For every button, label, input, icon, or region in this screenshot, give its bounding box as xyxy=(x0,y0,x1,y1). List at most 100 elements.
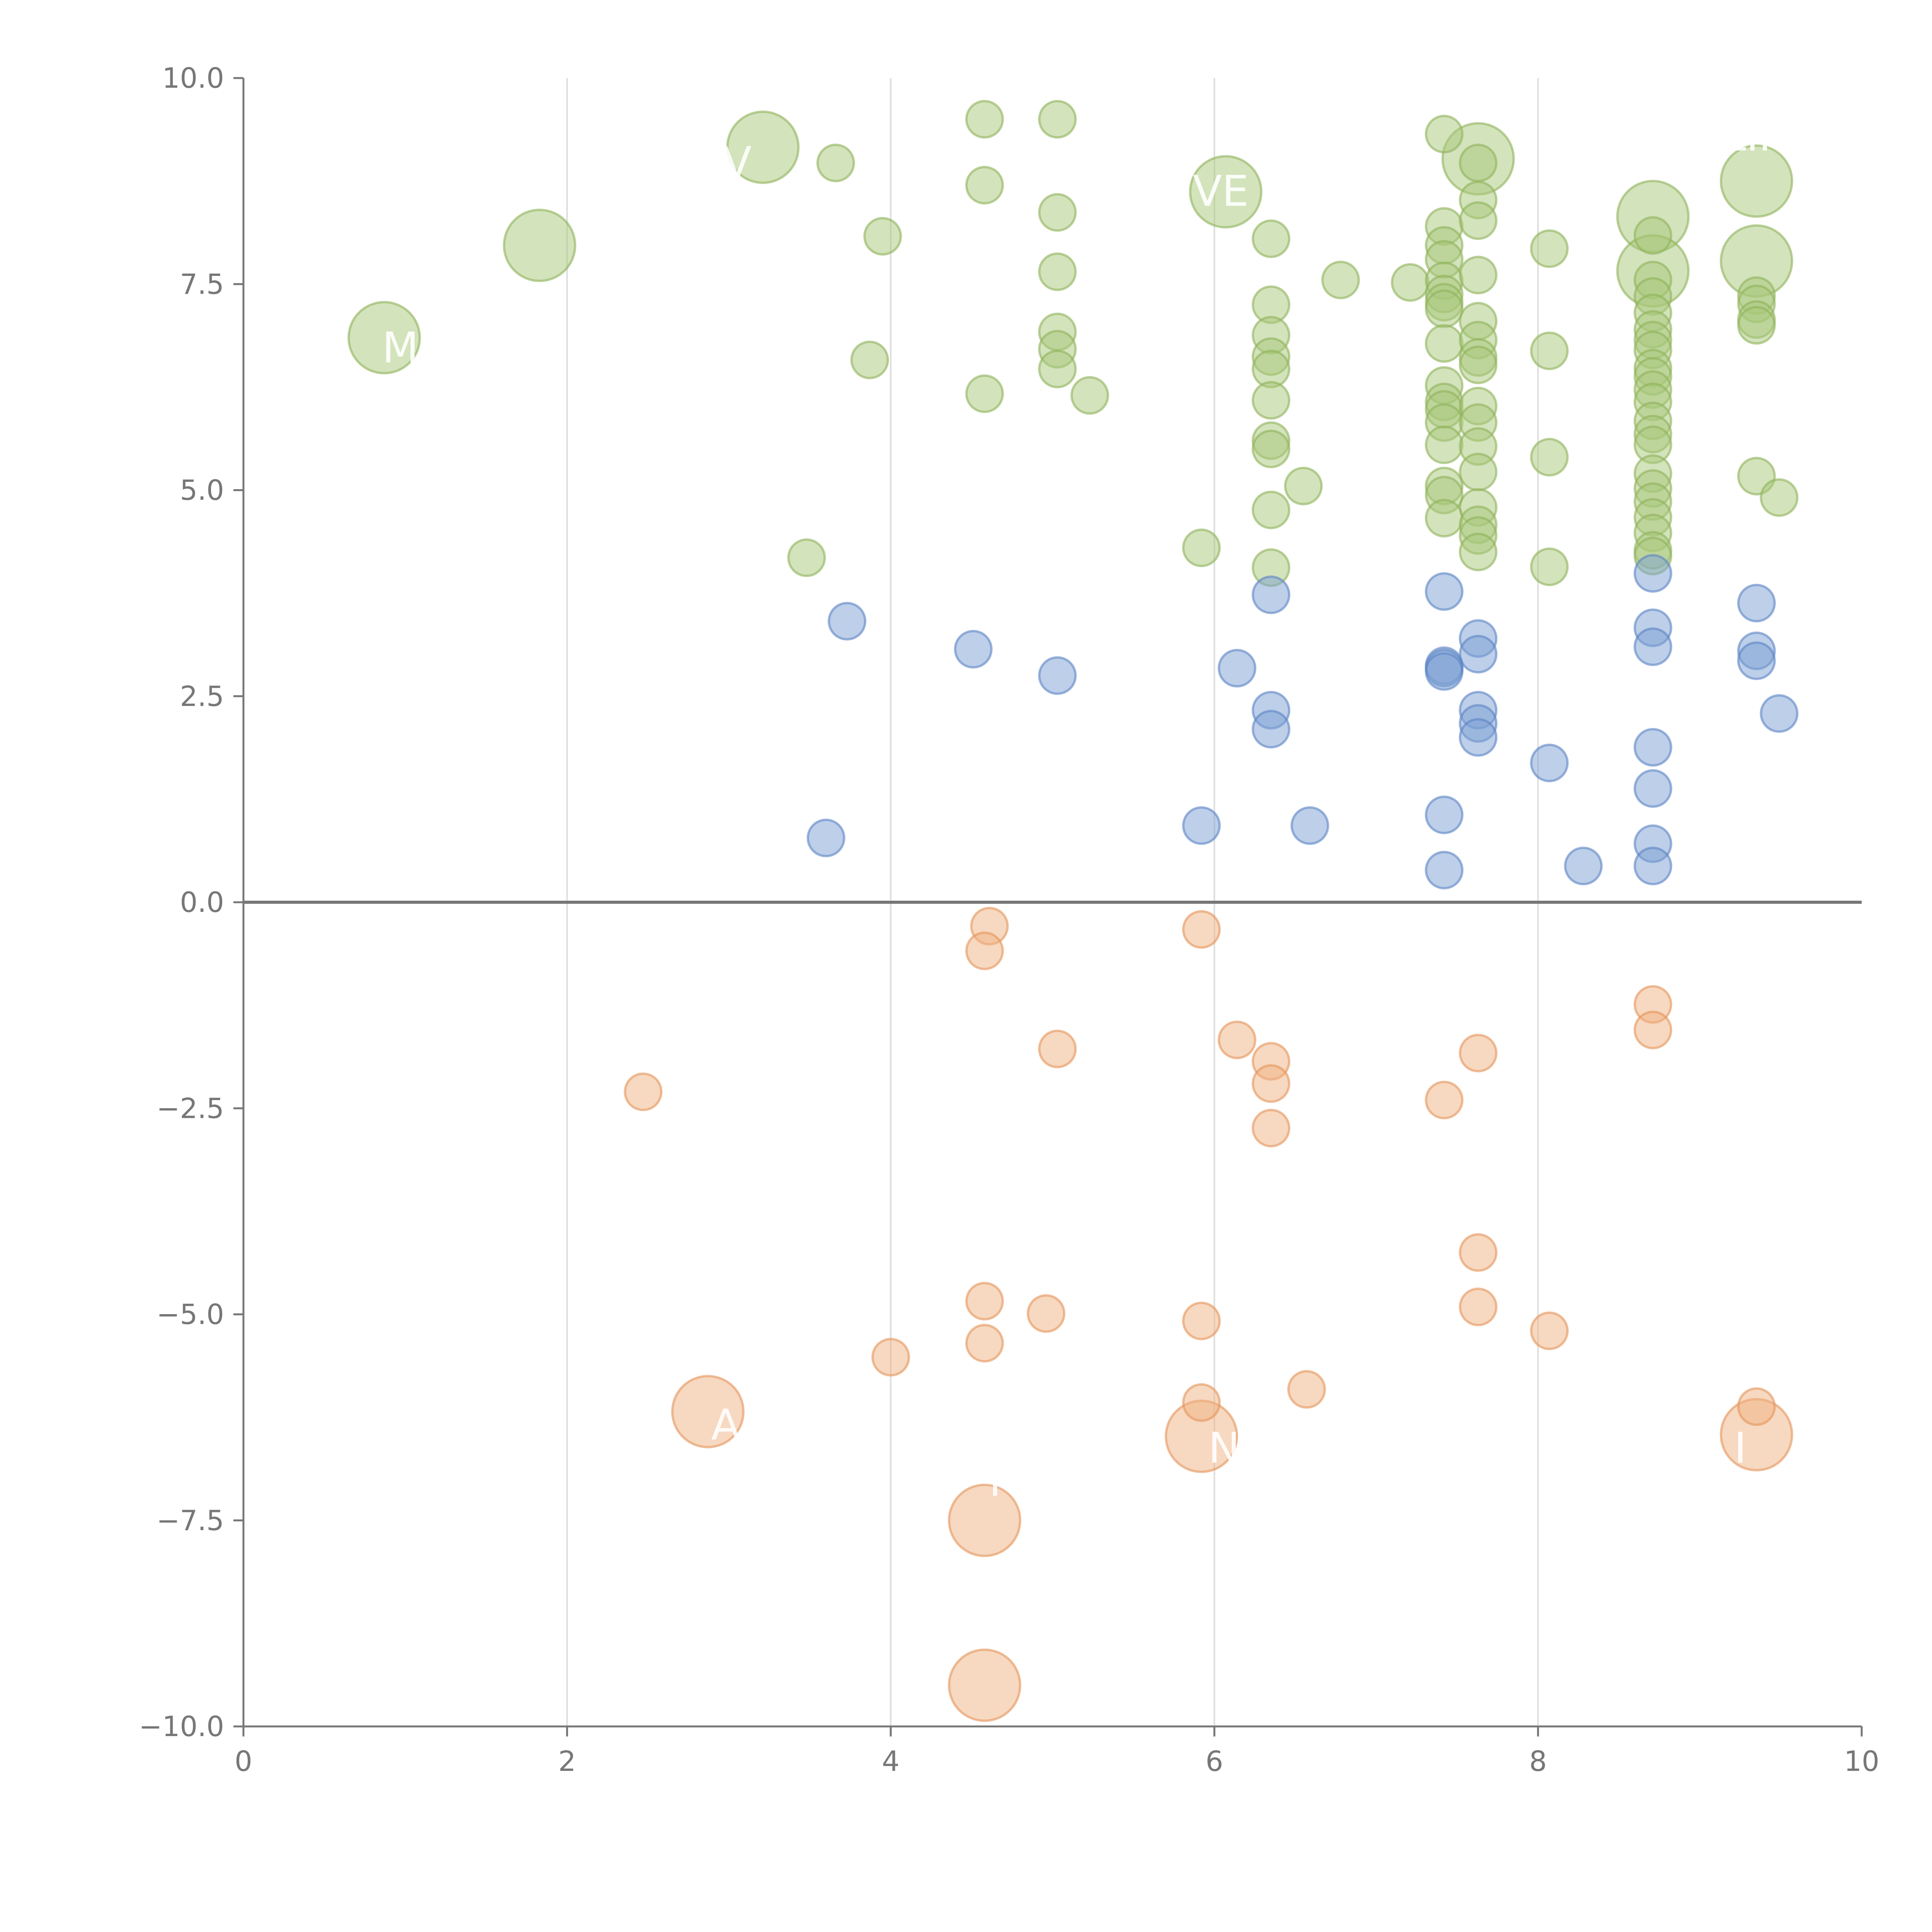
mid-bubble xyxy=(1425,795,1464,834)
low-bubble xyxy=(948,1483,1022,1557)
bubble-annotation: V xyxy=(723,138,752,187)
y-tick-label: 5.0 xyxy=(180,474,224,507)
high-bubble xyxy=(1038,193,1077,232)
y-tick-label: 2.5 xyxy=(180,680,224,713)
x-tick-label: 10 xyxy=(1844,1745,1879,1777)
high-bubble xyxy=(1719,144,1793,218)
high-bubble xyxy=(1038,100,1077,139)
mid-bubble xyxy=(1252,575,1291,614)
low-bubble xyxy=(1252,1109,1291,1148)
mid-bubble xyxy=(1252,710,1291,749)
label-layer: M “ V VE LIN A M ‘ N I xyxy=(382,111,1791,1658)
y-tick-label: 7.5 xyxy=(180,268,224,300)
low-bubble xyxy=(1459,1233,1498,1272)
low-bubble xyxy=(671,1375,745,1449)
mid-bubble xyxy=(1737,641,1776,680)
x-tick-label: 8 xyxy=(1529,1745,1547,1777)
high-bubble xyxy=(1182,528,1221,567)
mid-bubble xyxy=(1760,694,1799,733)
high-bubble xyxy=(1425,289,1464,328)
mid-bubble xyxy=(1737,583,1776,622)
high-bubble xyxy=(1391,263,1430,302)
low-bubble xyxy=(1459,1287,1498,1327)
mid-bubble xyxy=(1425,850,1464,889)
x-tick-label: 2 xyxy=(558,1745,576,1777)
high-bubble xyxy=(1070,376,1109,415)
high-bubble xyxy=(850,340,889,379)
mid-bubble xyxy=(1038,656,1077,695)
high-bubble xyxy=(1737,306,1776,345)
high-bubble xyxy=(1425,324,1464,363)
low-bubble xyxy=(624,1072,663,1111)
high-bubble xyxy=(1284,466,1323,505)
low-bubble xyxy=(1737,1387,1776,1426)
mid-bubble xyxy=(1218,649,1257,688)
high-bubble xyxy=(1189,155,1263,229)
mid-bubble xyxy=(1564,847,1603,886)
y-tick-label: 10.0 xyxy=(162,62,224,94)
low-bubble xyxy=(965,1324,1004,1363)
high-bubble xyxy=(816,143,855,182)
low-bubble xyxy=(965,1282,1004,1321)
low-bubble xyxy=(1038,1029,1077,1068)
high-bubble xyxy=(1530,332,1569,371)
high-bubble xyxy=(1530,229,1569,268)
high-bubble xyxy=(863,217,902,256)
mid-bubble xyxy=(1425,652,1464,691)
bubble-annotation: LIN xyxy=(1723,111,1791,161)
high-bubble xyxy=(787,538,826,577)
mid-bubble xyxy=(1290,806,1329,845)
low-bubble xyxy=(1425,1080,1464,1119)
mid-bubble xyxy=(1633,769,1672,808)
y-tick-label: −2.5 xyxy=(156,1092,224,1124)
low-bubble xyxy=(1459,1034,1498,1073)
x-tick-label: 6 xyxy=(1206,1745,1223,1777)
bubble-annotation: A xyxy=(711,1400,740,1450)
bubble-annotation: ‘ xyxy=(1000,1609,1014,1658)
mid-bubble xyxy=(1530,743,1569,782)
mid-bubble xyxy=(1459,718,1498,757)
high-bubble xyxy=(965,100,1004,139)
low-bubble xyxy=(965,931,1004,970)
high-bubble xyxy=(1459,255,1498,294)
bubble-annotation: M xyxy=(382,323,419,372)
y-tick-label: −7.5 xyxy=(156,1504,224,1537)
y-tick-label: 0.0 xyxy=(180,886,224,918)
low-bubble xyxy=(948,1648,1022,1722)
low-bubble xyxy=(1252,1064,1291,1103)
low-bubble xyxy=(1218,1020,1257,1060)
axis-layer: −10.0 −7.5 −5.0 −2.5 0.0 2.5 5.0 7.5 10.0 0 2 4 6 8 10 xyxy=(139,62,1879,1777)
bubble-annotation: M xyxy=(989,1456,1026,1506)
high-bubble xyxy=(1252,429,1291,468)
high-bubble xyxy=(1252,219,1291,258)
high-bubble xyxy=(965,166,1004,205)
bubble-annotation: N xyxy=(1208,1423,1240,1473)
high-bubble xyxy=(1252,381,1291,420)
low-bubble xyxy=(1530,1311,1569,1350)
data-layer xyxy=(347,100,1799,1722)
mid-bubble xyxy=(1425,572,1464,611)
mid-bubble xyxy=(954,630,993,669)
high-bubble xyxy=(1459,452,1498,492)
high-bubble xyxy=(1459,143,1498,182)
high-bubble xyxy=(1760,478,1799,517)
high-bubble xyxy=(1038,252,1077,291)
mid-bubble xyxy=(1633,554,1672,593)
high-bubble xyxy=(965,374,1004,413)
bubble-annotation: I xyxy=(1734,1423,1747,1473)
high-bubble xyxy=(1038,349,1077,388)
low-bubble xyxy=(1633,1010,1672,1049)
low-bubble xyxy=(1182,1383,1221,1422)
high-bubble xyxy=(1459,201,1498,240)
high-bubble xyxy=(726,111,800,184)
low-bubble xyxy=(1287,1370,1326,1409)
mid-bubble xyxy=(1633,627,1672,666)
high-bubble xyxy=(1425,499,1464,538)
high-bubble xyxy=(1459,345,1498,384)
high-bubble xyxy=(1530,438,1569,477)
high-bubble xyxy=(1530,547,1569,586)
low-bubble xyxy=(1182,1301,1221,1340)
high-bubble xyxy=(1459,532,1498,571)
